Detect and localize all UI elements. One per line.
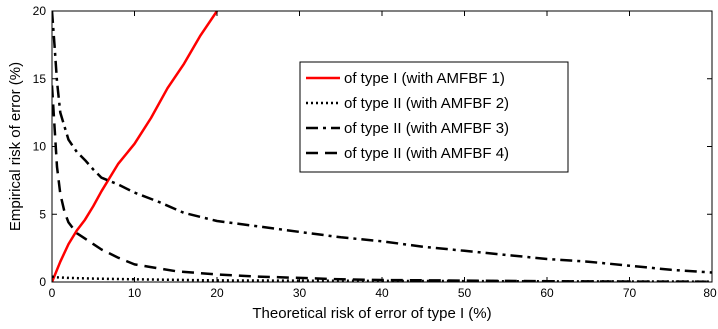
y-tick-label: 20 <box>33 4 47 18</box>
x-tick-label: 0 <box>49 286 56 300</box>
x-tick-label: 20 <box>210 286 224 300</box>
y-axis-label: Empirical risk of error (%) <box>7 62 24 231</box>
x-tick-label: 50 <box>458 286 472 300</box>
legend-box <box>299 61 569 173</box>
x-tick-label: 80 <box>703 286 717 300</box>
x-tick-label: 60 <box>540 286 554 300</box>
legend-label-4: of type II (with AMFBF 4) <box>344 145 509 162</box>
x-axis: 0 10 20 30 40 50 60 70 80 <box>49 11 717 300</box>
legend-label-1: of type I (with AMFBF 1) <box>344 70 505 87</box>
x-axis-label: Theoretical risk of error of type I (%) <box>252 305 491 322</box>
y-axis: 0 5 10 15 20 <box>33 4 712 289</box>
y-tick-label: 15 <box>33 72 47 86</box>
y-tick-label: 5 <box>39 207 46 221</box>
legend-label-2: of type II (with AMFBF 2) <box>344 95 509 112</box>
y-tick-label: 0 <box>39 275 46 289</box>
x-tick-label: 10 <box>128 286 142 300</box>
x-tick-label: 40 <box>375 286 389 300</box>
x-tick-label: 30 <box>293 286 307 300</box>
legend: of type I (with AMFBF 1) of type II (with… <box>299 61 569 173</box>
legend-entries: of type I (with AMFBF 1) of type II (with… <box>306 70 509 162</box>
series-line-1 <box>52 11 219 282</box>
legend-label-3: of type II (with AMFBF 3) <box>344 120 509 137</box>
series-line-4 <box>52 85 712 282</box>
x-tick-label: 70 <box>623 286 637 300</box>
series-layer <box>52 11 712 282</box>
y-tick-label: 10 <box>33 140 47 154</box>
